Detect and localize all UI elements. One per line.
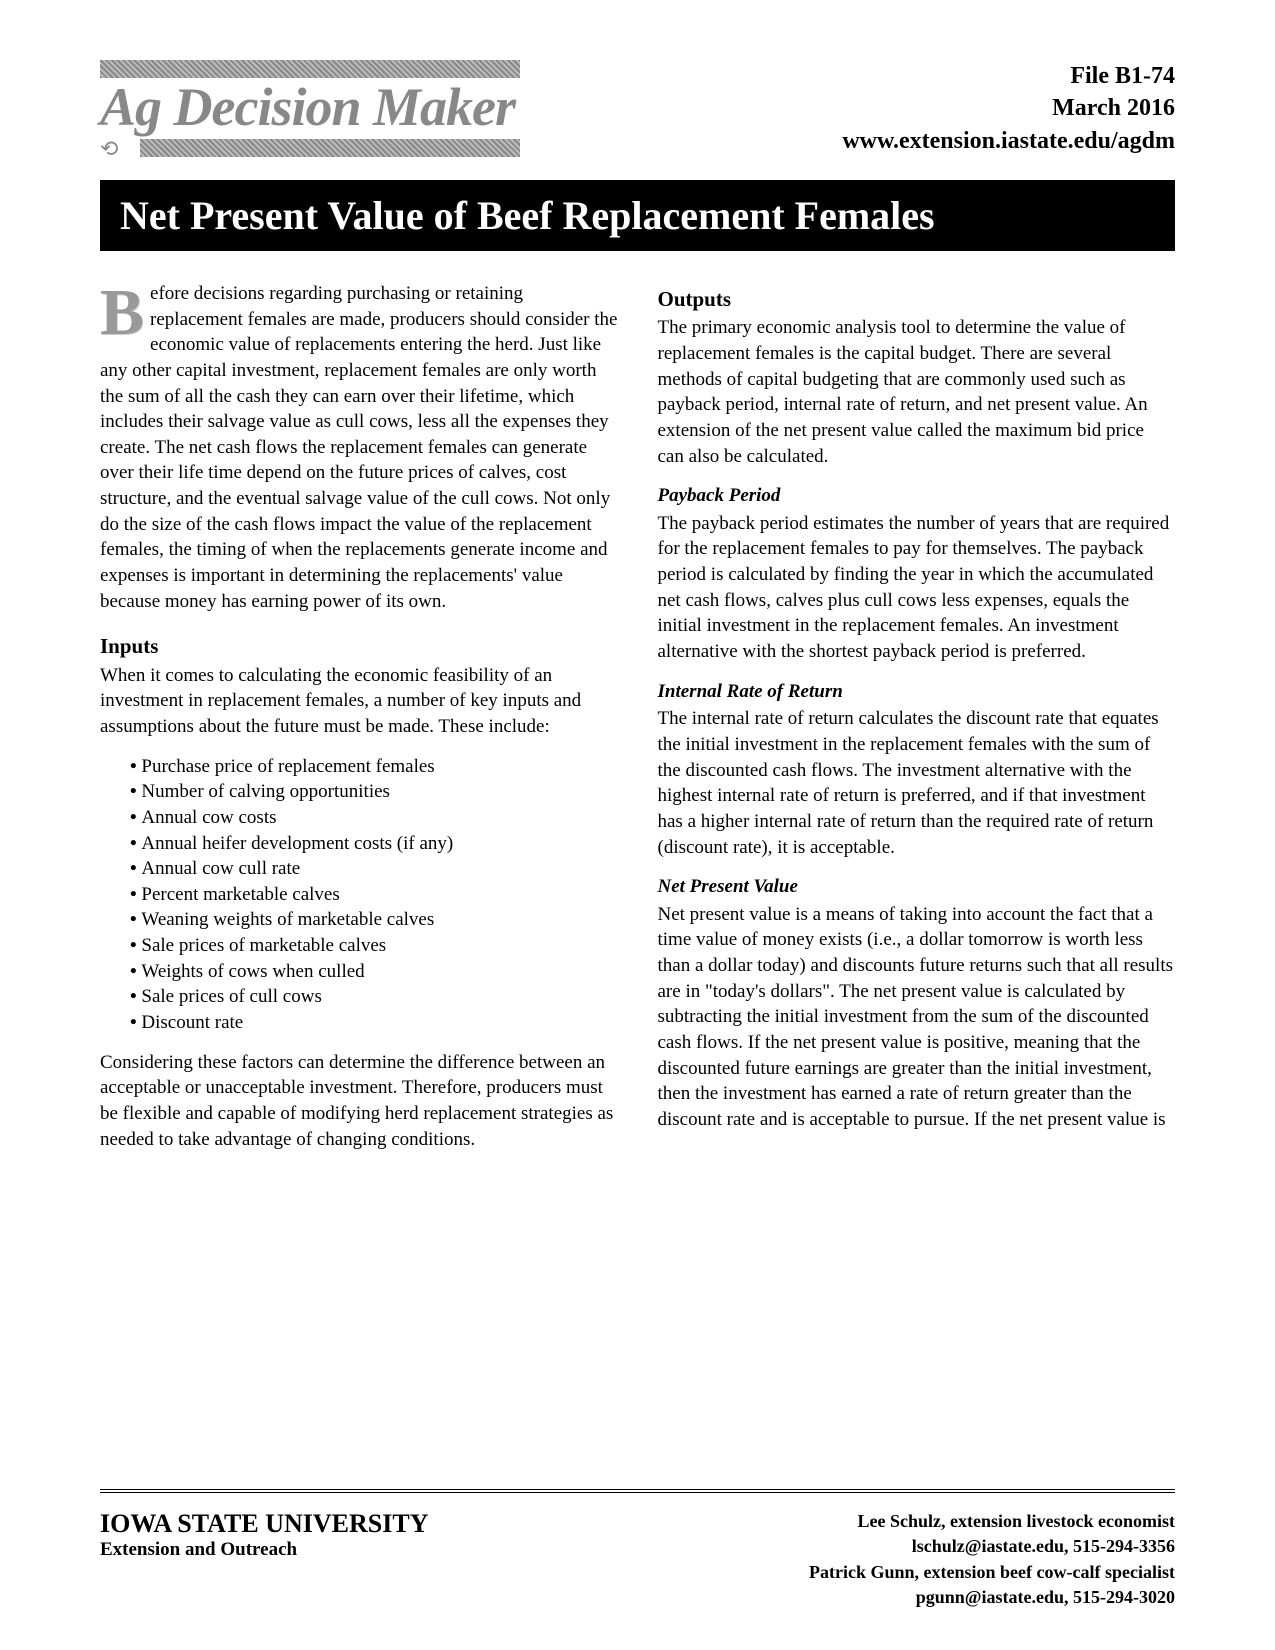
document-title: Net Present Value of Beef Replacement Fe… [100, 180, 1175, 251]
header-meta: File B1-74 March 2016 www.extension.iast… [842, 60, 1175, 157]
list-item: Annual cow cull rate [130, 856, 618, 882]
logo-text: Ag Decision Maker [100, 78, 520, 136]
body-columns: B efore decisions regarding purchasing o… [100, 281, 1175, 1166]
list-item: Sale prices of cull cows [130, 984, 618, 1010]
logo-decor-bottom [140, 139, 520, 157]
intro-paragraph: B efore decisions regarding purchasing o… [100, 281, 618, 614]
logo-circle-icon: ⟲ [100, 136, 136, 160]
publication-url: www.extension.iastate.edu/agdm [842, 125, 1175, 157]
irr-body: The internal rate of return calculates t… [658, 706, 1176, 860]
list-item: Percent marketable calves [130, 882, 618, 908]
page-footer: IOWA STATE UNIVERSITY Extension and Outr… [100, 1489, 1175, 1610]
payback-heading: Payback Period [658, 483, 1176, 509]
list-item: Annual heifer development costs (if any) [130, 831, 618, 857]
dropcap: B [100, 285, 144, 341]
footer-row: IOWA STATE UNIVERSITY Extension and Outr… [100, 1509, 1175, 1610]
org-name: IOWA STATE UNIVERSITY [100, 1509, 428, 1539]
org-name-text: IOWA STATE UNIVERSITY [100, 1509, 428, 1538]
logo-decor-top [100, 60, 520, 78]
irr-heading: Internal Rate of Return [658, 679, 1176, 705]
list-item: Number of calving opportunities [130, 779, 618, 805]
outputs-intro: The primary economic analysis tool to de… [658, 315, 1176, 469]
publication-date: March 2016 [842, 92, 1175, 124]
org-subunit: Extension and Outreach [100, 1539, 428, 1561]
inputs-closing: Considering these factors can determine … [100, 1050, 618, 1153]
inputs-heading: Inputs [100, 632, 618, 660]
list-item: Purchase price of replacement females [130, 754, 618, 780]
footer-org: IOWA STATE UNIVERSITY Extension and Outr… [100, 1509, 428, 1561]
author-line: Lee Schulz, extension livestock economis… [809, 1509, 1175, 1534]
inputs-intro: When it comes to calculating the economi… [100, 663, 618, 740]
list-item: Discount rate [130, 1010, 618, 1036]
page-header: Ag Decision Maker ⟲ File B1-74 March 201… [100, 60, 1175, 160]
npv-heading: Net Present Value [658, 874, 1176, 900]
list-item: Weights of cows when culled [130, 959, 618, 985]
file-id: File B1-74 [842, 60, 1175, 92]
payback-body: The payback period estimates the number … [658, 511, 1176, 665]
inputs-list: Purchase price of replacement females Nu… [130, 754, 618, 1036]
npv-body: Net present value is a means of taking i… [658, 902, 1176, 1133]
footer-authors: Lee Schulz, extension livestock economis… [809, 1509, 1175, 1610]
logo-block: Ag Decision Maker ⟲ [100, 60, 520, 160]
logo-decor-bottom-row: ⟲ [100, 136, 520, 160]
author-contact: pgunn@iastate.edu, 515-294-3020 [809, 1585, 1175, 1610]
footer-rule [100, 1489, 1175, 1493]
list-item: Sale prices of marketable calves [130, 933, 618, 959]
author-contact: lschulz@iastate.edu, 515-294-3356 [809, 1534, 1175, 1559]
list-item: Weaning weights of marketable calves [130, 907, 618, 933]
right-column: Outputs The primary economic analysis to… [658, 281, 1176, 1166]
left-column: B efore decisions regarding purchasing o… [100, 281, 618, 1166]
list-item: Annual cow costs [130, 805, 618, 831]
outputs-heading: Outputs [658, 285, 1176, 313]
intro-text: efore decisions regarding purchasing or … [100, 283, 617, 612]
author-line: Patrick Gunn, extension beef cow-calf sp… [809, 1560, 1175, 1585]
